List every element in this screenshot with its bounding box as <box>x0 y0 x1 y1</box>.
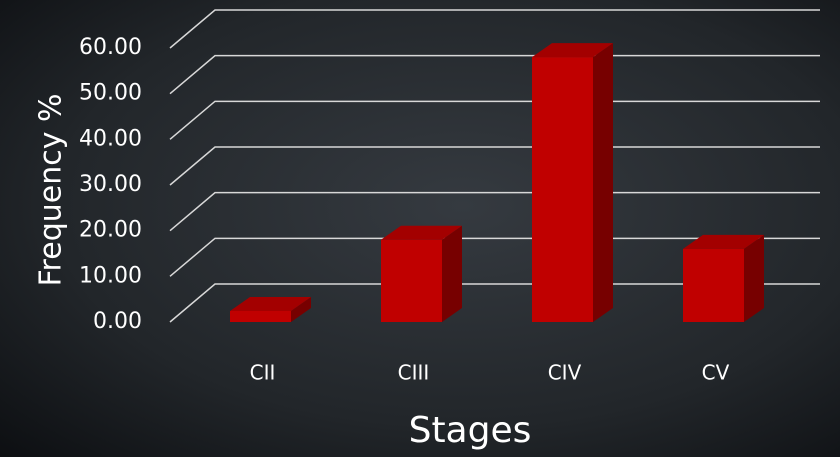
bar <box>532 43 613 323</box>
x-tick-label: CV <box>702 361 730 385</box>
bar-side <box>744 234 764 322</box>
x-tick-label: CIII <box>398 361 430 385</box>
x-tick-label: CIV <box>548 361 582 385</box>
bar-front <box>532 57 593 323</box>
bar-front <box>381 239 442 322</box>
y-tick-label: 30.00 <box>79 172 142 197</box>
y-axis-label: Frequency % <box>34 93 69 286</box>
y-tick-label: 20.00 <box>79 218 142 243</box>
bar <box>683 234 764 322</box>
bar-top <box>381 225 462 240</box>
grid-line <box>169 146 820 186</box>
grid-line <box>169 100 820 140</box>
bar-side <box>593 43 613 323</box>
bar-side <box>291 297 311 322</box>
x-tick-label: CII <box>250 361 276 385</box>
y-tick-label: 10.00 <box>79 263 142 288</box>
bar-front <box>683 248 744 322</box>
grid-line <box>169 54 820 95</box>
bar-top <box>683 234 764 249</box>
y-tick-label: 0.00 <box>93 309 142 334</box>
x-axis-label: Stages <box>409 410 532 451</box>
grid-line <box>169 283 820 323</box>
bar-top <box>230 297 311 312</box>
y-tick-label: 50.00 <box>79 81 142 106</box>
bar-side <box>442 225 462 322</box>
grid-line <box>169 9 820 49</box>
y-tick-label: 40.00 <box>79 126 142 151</box>
bar-top <box>532 43 613 58</box>
grid-line <box>169 191 820 232</box>
bar <box>230 297 311 322</box>
y-tick-label: 60.00 <box>79 35 142 60</box>
bar-front <box>230 311 291 322</box>
bar <box>381 225 462 322</box>
grid-line <box>169 237 820 277</box>
